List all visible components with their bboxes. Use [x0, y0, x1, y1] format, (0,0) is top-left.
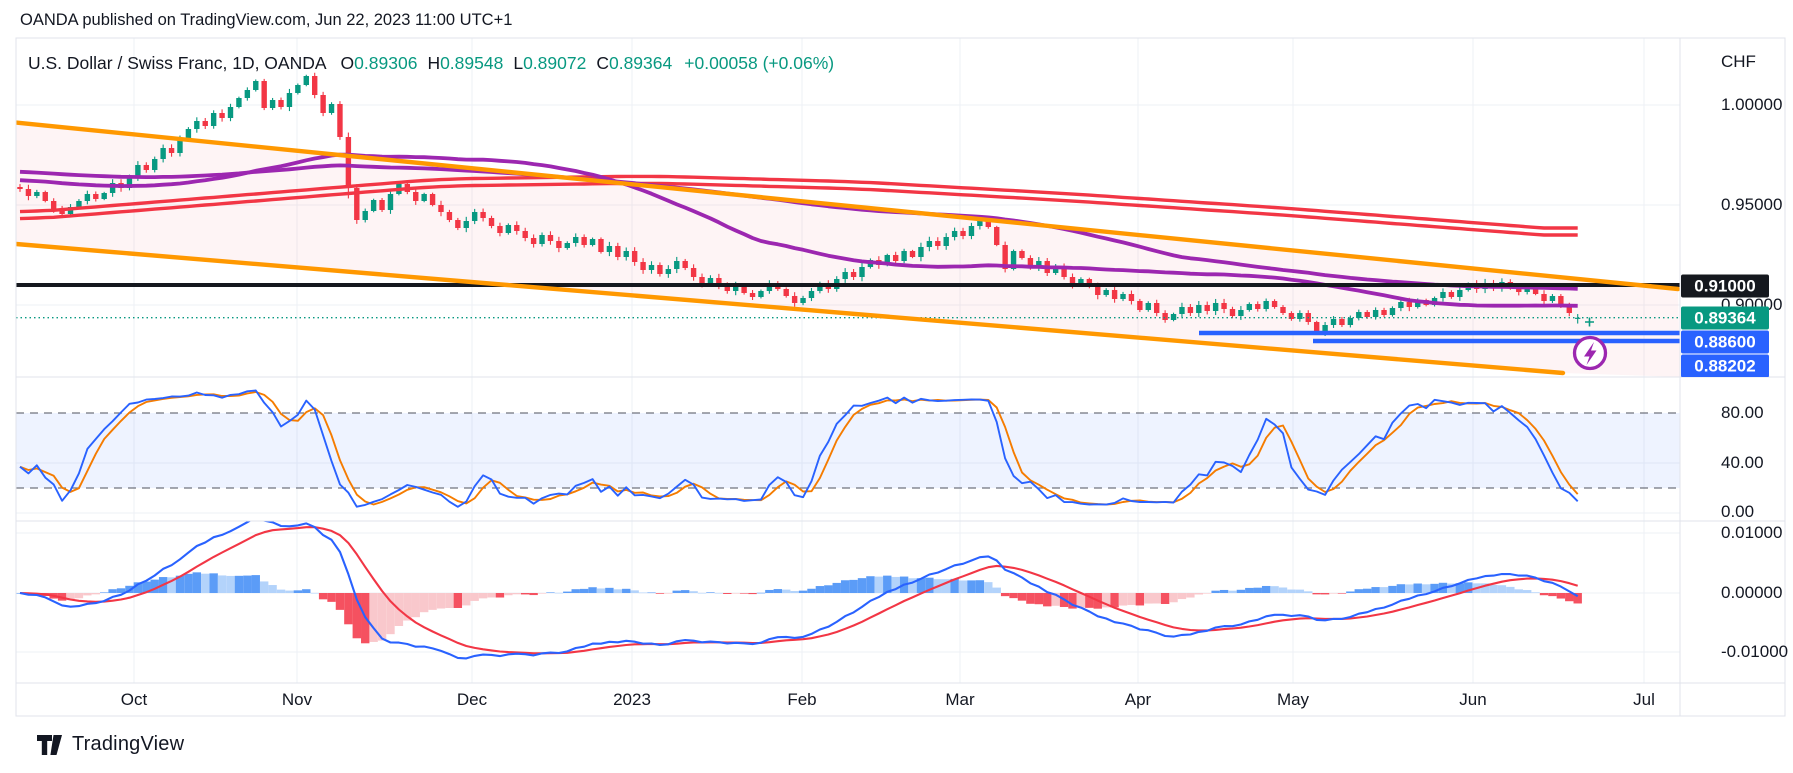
lightning-marker-icon[interactable] — [1572, 335, 1608, 371]
publisher-note: OANDA published on TradingView.com, Jun … — [20, 11, 513, 29]
macd-lines — [19, 521, 1579, 660]
axis-month-feb: Feb — [787, 690, 817, 709]
open-label: O — [340, 53, 355, 73]
tradingview-logo-text: TradingView — [72, 733, 185, 755]
price-scale-label-0.95000: 0.95000 — [1721, 195, 1783, 214]
axis-month-oct: Oct — [120, 690, 148, 709]
macd-scale-label--0.01000: -0.01000 — [1721, 642, 1789, 661]
tradingview-logo[interactable]: TradingView — [37, 733, 184, 756]
low-value: 0.89072 — [523, 53, 587, 73]
axis-month-may: May — [1276, 690, 1310, 709]
high-value: 0.89548 — [440, 53, 504, 73]
candles-layer — [17, 72, 1581, 336]
trendline-channel-lower[interactable] — [16, 241, 1566, 376]
macd-scale-label-0.01000: 0.01000 — [1721, 523, 1783, 542]
stoch-scale-label-80.00: 80.00 — [1721, 403, 1764, 422]
price-badge-0.91000: 0.91000 — [1681, 274, 1769, 298]
axis-month-apr: Apr — [1124, 690, 1152, 709]
macd-scale-label-0.00000: 0.00000 — [1721, 583, 1783, 602]
axis-month-dec: Dec — [456, 690, 488, 709]
red-envelope-lines[interactable] — [19, 174, 1578, 237]
price-scale-label-1.00000: 1.00000 — [1721, 95, 1783, 114]
time-axis[interactable]: Oct Nov Dec 2023 Feb Mar Apr May Jun Jul — [0, 683, 1793, 716]
high-label: H — [427, 53, 441, 73]
axis-month-jun: Jun — [1459, 690, 1487, 709]
price-badge-0.88600: 0.88600 — [1681, 330, 1769, 354]
chart-frame — [15, 37, 1786, 717]
axis-month-mar: Mar — [945, 690, 975, 709]
stoch-scale-label-0.00: 0.00 — [1721, 502, 1755, 521]
price-badge-0.89364: 0.89364 — [1681, 306, 1769, 330]
stoch-band — [16, 412, 1680, 489]
axis-month-nov: Nov — [281, 690, 313, 709]
stochastic-lines — [19, 389, 1579, 508]
macd-histogram — [16, 572, 1582, 644]
change-value: +0.00058 (+0.06%) — [684, 53, 835, 73]
stoch-scale-label-40.00: 40.00 — [1721, 453, 1764, 472]
close-value: 0.89364 — [608, 53, 673, 73]
open-value: 0.89306 — [354, 53, 418, 73]
low-label: L — [513, 53, 524, 73]
axis-month-2023: 2023 — [613, 690, 651, 709]
axis-month-jul: Jul — [1633, 690, 1655, 709]
tradingview-logo-icon — [37, 734, 62, 755]
last-price-tick — [1585, 317, 1594, 327]
quote-currency-label: CHF — [1721, 52, 1756, 71]
price-badge-0.88202: 0.88202 — [1681, 354, 1769, 377]
symbol-title[interactable]: U.S. Dollar / Swiss Franc, 1D, OANDA — [28, 53, 327, 73]
close-label: C — [596, 53, 609, 73]
trendline-channel-upper[interactable] — [16, 120, 1680, 292]
price-scale[interactable]: CHF 1.00000 0.95000 0.90000 0.91000 0.89364 0… — [1678, 38, 1792, 377]
symbol-legend: U.S. Dollar / Swiss Franc, 1D, OANDA O 0.… — [28, 53, 834, 74]
